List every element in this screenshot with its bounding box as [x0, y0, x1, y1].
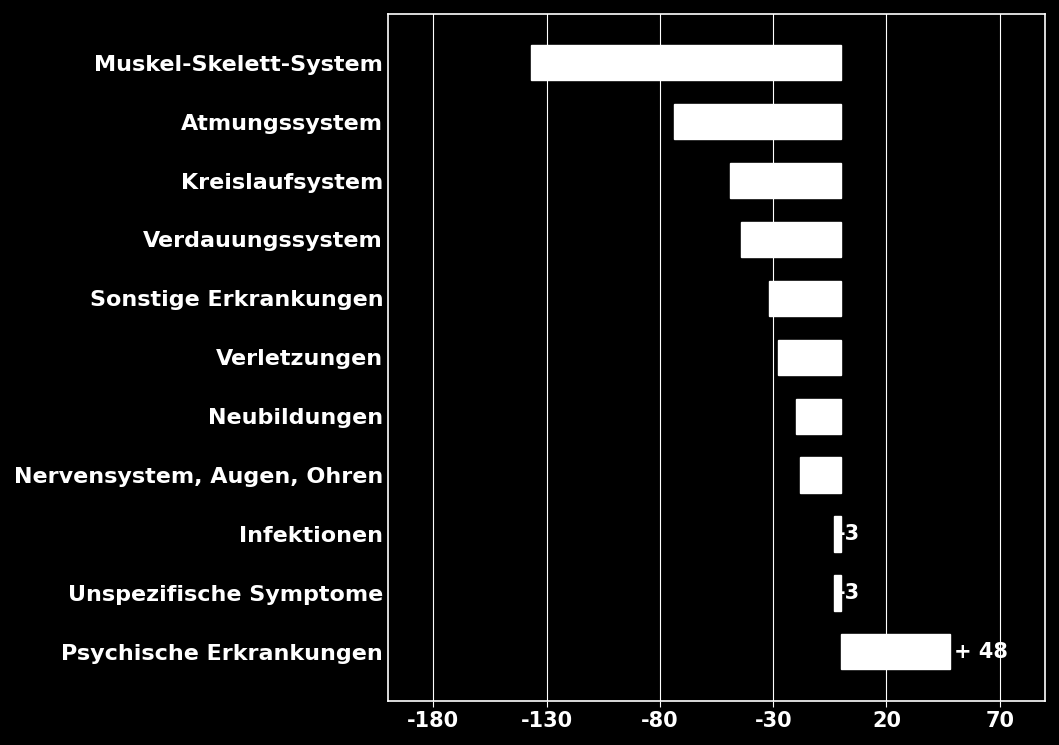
Bar — [801, 457, 841, 492]
Text: -3: -3 — [837, 583, 860, 603]
Text: -49: -49 — [733, 171, 770, 191]
Text: -74: -74 — [676, 112, 714, 132]
Bar — [531, 45, 841, 80]
Bar — [834, 516, 841, 551]
Text: -28: -28 — [780, 347, 818, 367]
Text: -44: -44 — [743, 229, 782, 250]
Bar — [741, 222, 841, 257]
Bar — [777, 340, 841, 375]
Text: + 48: + 48 — [954, 641, 1008, 662]
Bar — [674, 104, 841, 139]
Bar — [730, 163, 841, 198]
Text: -32: -32 — [771, 288, 809, 308]
Bar — [796, 399, 841, 434]
Text: -137: -137 — [533, 53, 586, 73]
Text: -3: -3 — [837, 524, 860, 544]
Bar — [834, 575, 841, 611]
Text: -20: -20 — [798, 406, 836, 426]
Bar — [841, 634, 950, 670]
Text: -18: -18 — [803, 465, 840, 485]
Bar — [769, 281, 841, 316]
